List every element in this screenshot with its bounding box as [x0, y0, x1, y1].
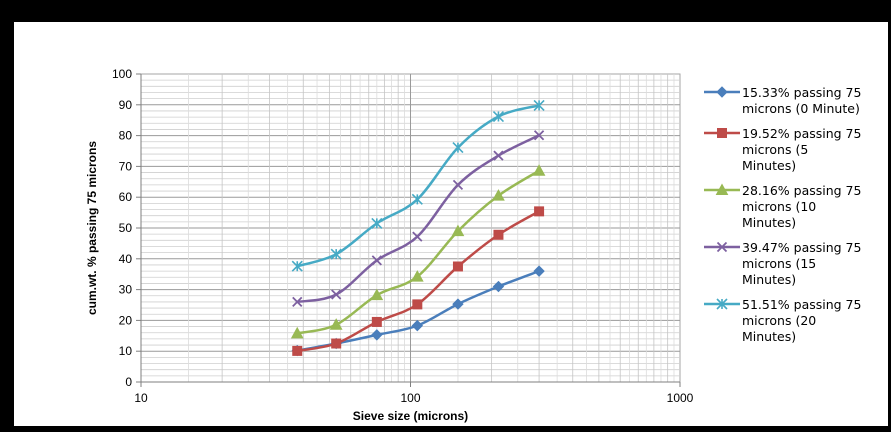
y-tick-label: 20 — [119, 313, 133, 327]
legend-label: Minutes) — [742, 329, 796, 344]
legend-marker — [717, 128, 727, 138]
data-point — [493, 229, 504, 240]
data-point — [331, 289, 342, 300]
data-point — [329, 318, 343, 330]
data-point — [371, 316, 382, 327]
data-point — [533, 130, 545, 141]
series-3 — [290, 164, 546, 339]
y-tick-label: 60 — [119, 190, 133, 204]
legend-label: 39.47% passing 75 — [742, 240, 861, 255]
legend-label: 15.33% passing 75 — [742, 85, 861, 100]
data-point — [452, 298, 464, 310]
y-axis-title: cum.wt. % passing 75 microns — [85, 141, 99, 315]
data-point — [451, 224, 465, 237]
legend-label: microns (10 — [742, 199, 816, 214]
x-axis-title: Sieve size (microns) — [353, 409, 468, 423]
data-point — [410, 270, 424, 282]
data-point — [292, 345, 303, 356]
grid — [140, 73, 681, 383]
legend-label: Minutes) — [742, 158, 796, 173]
legend-label: Minutes) — [742, 272, 796, 287]
y-tick-label: 50 — [119, 221, 133, 235]
legend-label: 51.51% passing 75 — [742, 297, 861, 312]
data-point — [412, 231, 423, 242]
x-tick-label: 1000 — [667, 391, 694, 405]
data-point — [452, 179, 464, 191]
data-point — [290, 326, 304, 339]
data-point — [371, 255, 382, 266]
data-point — [452, 142, 464, 154]
data-point — [411, 319, 424, 332]
data-point — [533, 265, 545, 277]
legend-label: 28.16% passing 75 — [742, 183, 861, 198]
legend-marker — [716, 298, 728, 310]
x-tick-label: 100 — [400, 391, 420, 405]
y-tick-label: 30 — [119, 283, 133, 297]
data-point — [370, 288, 384, 301]
data-point — [330, 248, 342, 260]
series-5 — [291, 99, 545, 272]
legend-label: Minutes) — [742, 215, 796, 230]
y-tick-label: 0 — [125, 375, 132, 389]
legend-label: microns (15 — [742, 256, 816, 271]
data-point — [452, 261, 463, 272]
data-point — [492, 280, 505, 293]
legend-label: microns (20 — [742, 313, 816, 328]
y-tick-label: 100 — [112, 67, 132, 81]
legend-marker — [716, 241, 728, 253]
legend-label: microns (5 — [742, 142, 808, 157]
data-point — [412, 299, 423, 310]
data-point — [492, 110, 505, 123]
series-4 — [292, 130, 545, 308]
series-2 — [292, 206, 545, 356]
data-point — [534, 206, 545, 217]
y-tick-label: 70 — [119, 159, 133, 173]
data-point — [291, 260, 303, 272]
y-tick-label: 10 — [119, 344, 133, 358]
y-tick-label: 90 — [119, 98, 133, 112]
legend-label: 19.52% passing 75 — [742, 126, 861, 141]
data-point — [331, 338, 342, 349]
series-layer — [290, 99, 546, 357]
chart-frame: 0 10 20 30 40 50 60 70 80 90 100 10 100 1000 Sieve siz… — [14, 22, 888, 426]
data-point — [371, 329, 383, 341]
y-tick-label: 40 — [119, 252, 133, 266]
data-point — [411, 193, 423, 205]
data-point — [371, 217, 383, 229]
x-tick-label: 10 — [134, 391, 148, 405]
data-point — [292, 296, 303, 308]
data-point — [532, 164, 546, 176]
legend-label: microns (0 Minute) — [742, 101, 860, 116]
data-point — [493, 150, 504, 161]
legend-marker — [715, 183, 729, 195]
y-tick-label: 80 — [119, 129, 133, 143]
data-point — [533, 99, 545, 111]
data-point — [492, 189, 505, 201]
legend-marker — [716, 86, 728, 98]
